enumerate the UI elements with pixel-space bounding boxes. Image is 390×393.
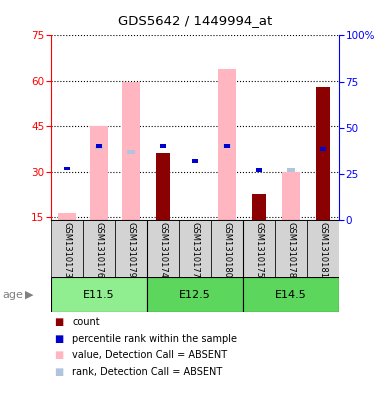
- Bar: [58, 213, 76, 220]
- Bar: [147, 277, 243, 312]
- Bar: [160, 144, 166, 148]
- Text: GSM1310174: GSM1310174: [158, 222, 167, 278]
- Bar: [90, 126, 108, 220]
- Text: ■: ■: [55, 317, 64, 327]
- Text: value, Detection Call = ABSENT: value, Detection Call = ABSENT: [72, 350, 227, 360]
- Text: GSM1310175: GSM1310175: [255, 222, 264, 278]
- Bar: [252, 195, 266, 220]
- Bar: [320, 147, 326, 151]
- Text: E12.5: E12.5: [179, 290, 211, 300]
- Text: ■: ■: [55, 350, 64, 360]
- Text: age: age: [2, 290, 23, 300]
- Text: ■: ■: [55, 334, 64, 344]
- Bar: [316, 87, 330, 220]
- Bar: [218, 69, 236, 220]
- Text: E14.5: E14.5: [275, 290, 307, 300]
- Text: GSM1310176: GSM1310176: [94, 222, 103, 279]
- Text: count: count: [72, 317, 100, 327]
- Bar: [224, 144, 230, 148]
- Bar: [223, 144, 231, 148]
- Text: GSM1310178: GSM1310178: [287, 222, 296, 279]
- Bar: [147, 220, 179, 277]
- Bar: [64, 167, 70, 171]
- Text: GSM1310173: GSM1310173: [62, 222, 71, 279]
- Text: percentile rank within the sample: percentile rank within the sample: [72, 334, 237, 344]
- Bar: [307, 220, 339, 277]
- Bar: [83, 220, 115, 277]
- Bar: [51, 277, 147, 312]
- Text: rank, Detection Call = ABSENT: rank, Detection Call = ABSENT: [72, 367, 222, 377]
- Bar: [287, 168, 295, 172]
- Text: GSM1310180: GSM1310180: [223, 222, 232, 278]
- Bar: [115, 220, 147, 277]
- Text: GSM1310179: GSM1310179: [126, 222, 135, 278]
- Bar: [282, 172, 300, 220]
- Bar: [211, 220, 243, 277]
- Bar: [51, 220, 83, 277]
- Text: GDS5642 / 1449994_at: GDS5642 / 1449994_at: [118, 14, 272, 27]
- Bar: [127, 150, 135, 154]
- Bar: [95, 145, 103, 149]
- Text: GSM1310181: GSM1310181: [319, 222, 328, 278]
- Text: GSM1310177: GSM1310177: [190, 222, 200, 279]
- Bar: [179, 220, 211, 277]
- Bar: [243, 220, 275, 277]
- Text: E11.5: E11.5: [83, 290, 115, 300]
- Bar: [122, 82, 140, 220]
- Text: ■: ■: [55, 367, 64, 377]
- Bar: [243, 277, 339, 312]
- Bar: [275, 220, 307, 277]
- Text: ▶: ▶: [25, 290, 34, 300]
- Bar: [156, 153, 170, 220]
- Bar: [96, 144, 102, 148]
- Bar: [256, 168, 262, 172]
- Bar: [192, 159, 198, 163]
